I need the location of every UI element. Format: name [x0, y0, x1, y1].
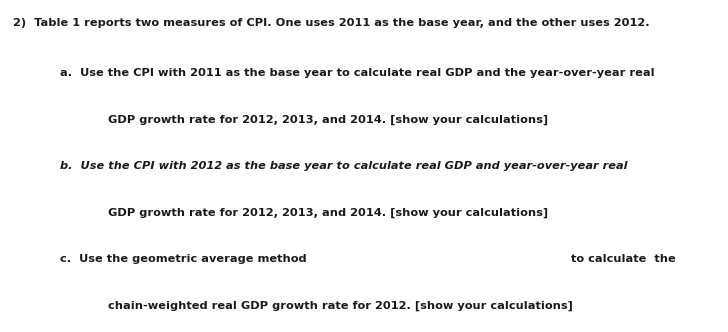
Text: GDP growth rate for 2012, 2013, and 2014. [show your calculations]: GDP growth rate for 2012, 2013, and 2014…	[108, 208, 548, 218]
Text: b.  Use the CPI with 2012 as the base year to calculate real GDP and year-over-y: b. Use the CPI with 2012 as the base yea…	[60, 161, 628, 171]
Text: GDP growth rate for 2012, 2013, and 2014. [show your calculations]: GDP growth rate for 2012, 2013, and 2014…	[108, 115, 548, 125]
Text: to calculate  the: to calculate the	[571, 254, 676, 264]
Text: 2)  Table 1 reports two measures of CPI. One uses 2011 as the base year, and the: 2) Table 1 reports two measures of CPI. …	[13, 18, 649, 28]
Text: c.  Use the geometric average method: c. Use the geometric average method	[60, 254, 306, 264]
Text: a.  Use the CPI with 2011 as the base year to calculate real GDP and the year-ov: a. Use the CPI with 2011 as the base yea…	[60, 68, 654, 78]
Text: chain-weighted real GDP growth rate for 2012. [show your calculations]: chain-weighted real GDP growth rate for …	[108, 300, 573, 311]
